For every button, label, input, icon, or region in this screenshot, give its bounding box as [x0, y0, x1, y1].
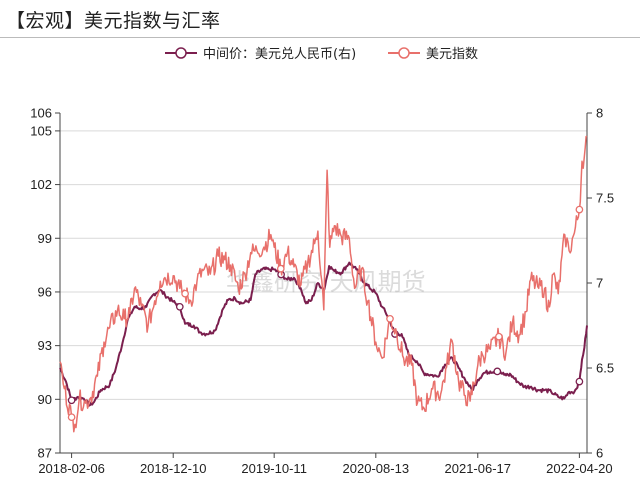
y-left-tick-label: 106: [30, 106, 52, 121]
x-tick-label: 2020-08-13: [343, 461, 410, 476]
y-left-tick-label: 96: [38, 284, 52, 299]
y-left-tick-label: 102: [30, 177, 52, 192]
x-tick-label: 2021-06-17: [445, 461, 512, 476]
data-point-marker: [386, 314, 394, 323]
data-point-marker: [575, 377, 584, 386]
title-divider: [0, 37, 640, 38]
y-right-tick-label: 8: [596, 106, 603, 121]
series-line-dxy: [59, 135, 588, 433]
data-point-marker: [493, 367, 502, 376]
chart-title: 【宏观】美元指数与汇率: [6, 10, 221, 32]
legend-label-0: 中间价：美元兑人民币(右): [203, 47, 356, 62]
data-point-marker: [67, 396, 76, 405]
y-right-tick-label: 6.5: [596, 361, 614, 376]
x-tick-label: 2018-02-06: [38, 461, 105, 476]
x-tick-label: 2018-12-10: [140, 461, 207, 476]
legend-label-1: 美元指数: [426, 47, 478, 62]
data-point-marker: [495, 332, 503, 341]
data-point-marker: [67, 413, 76, 422]
legend: 中间价：美元兑人民币(右) 美元指数: [165, 47, 478, 62]
y-left-tick-label: 87: [38, 446, 52, 461]
legend-marker-1: [398, 47, 410, 59]
legend-marker-0: [175, 47, 187, 59]
x-tick-label: 2019-10-11: [241, 461, 307, 476]
data-point-marker: [175, 302, 184, 311]
data-point-marker: [276, 264, 285, 273]
x-tick-label: 2022-04-20: [546, 461, 613, 476]
tick-labels: 87 90 93 96 99 102 105 106 6 6.5 7 7.5 8 2018-02-06 20…: [30, 106, 614, 477]
y-right-tick-label: 6: [596, 446, 603, 461]
y-left-tick-label: 99: [38, 231, 52, 246]
y-left-tick-label: 105: [30, 123, 52, 138]
y-right-tick-label: 7: [596, 276, 603, 291]
y-left-tick-label: 93: [38, 338, 52, 353]
y-right-tick-label: 7.5: [596, 191, 614, 206]
gridlines: [60, 130, 587, 400]
y-left-tick-label: 90: [38, 392, 52, 407]
axes: [55, 112, 592, 458]
data-point-marker: [181, 289, 189, 298]
data-point-marker: [575, 205, 584, 214]
series-group: [59, 135, 588, 433]
